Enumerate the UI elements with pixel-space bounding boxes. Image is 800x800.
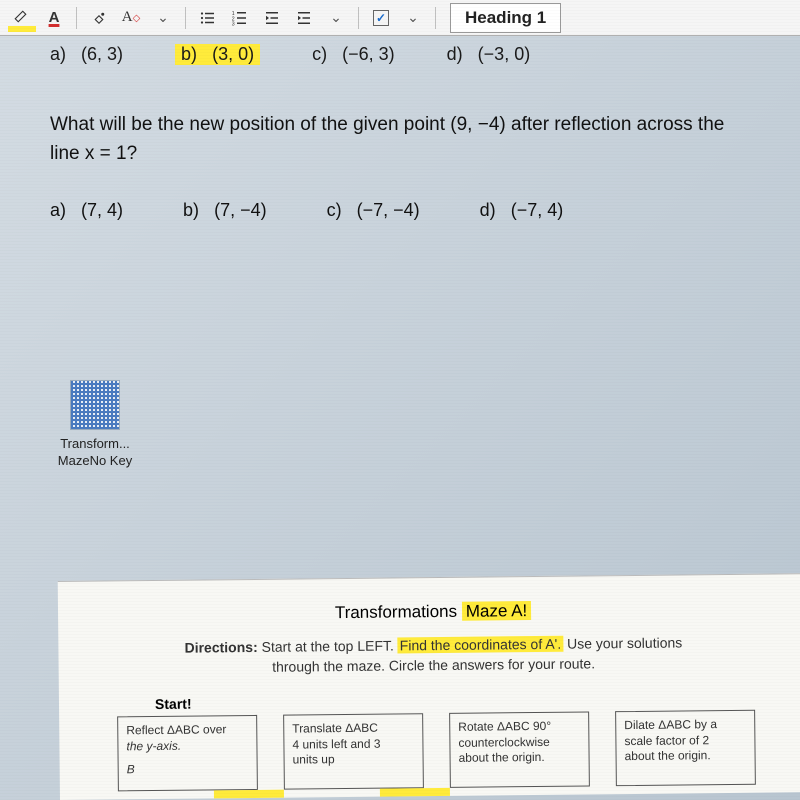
maze-title-highlight: Maze A!: [462, 601, 532, 621]
q2-answer-row: a) (7, 4) b) (7, −4) c) (−7, −4) d) (−7,…: [50, 200, 750, 221]
highlight-pen-icon[interactable]: [8, 4, 36, 32]
maze-box-line: Translate ΔABC: [292, 721, 414, 738]
maze-box-rotate: Rotate ΔABC 90° counterclockwise about t…: [449, 712, 590, 788]
maze-box-line: counterclockwise: [458, 734, 580, 751]
maze-box-dilate: Dilate ΔABC by a scale factor of 2 about…: [615, 710, 756, 786]
maze-directions: Directions: Start at the top LEFT. Find …: [76, 632, 790, 679]
q1-answer-b-highlighted: b) (3, 0): [175, 44, 260, 65]
toolbar: A A◇ ⌄ 123 ⌄ ✓ ⌄ Heading 1: [0, 0, 800, 36]
q2-answer-a: a) (7, 4): [50, 200, 123, 221]
chevron-down-icon[interactable]: ⌄: [399, 4, 427, 32]
answer-letter: c): [312, 44, 327, 64]
desktop-file-icon[interactable]: Transform... MazeNo Key: [40, 380, 150, 470]
file-label-line2: MazeNo Key: [40, 453, 150, 470]
chevron-down-icon[interactable]: ⌄: [149, 4, 177, 32]
answer-letter: a): [50, 200, 66, 220]
svg-text:3: 3: [232, 21, 235, 27]
q1-answer-c: c) (−6, 3): [312, 44, 395, 65]
checkbox-icon[interactable]: ✓: [367, 4, 395, 32]
answer-value: (−3, 0): [478, 44, 531, 64]
maze-title: Transformations Maze A!: [76, 598, 790, 625]
q2-answer-d: d) (−7, 4): [480, 200, 564, 221]
answer-letter: b): [183, 200, 199, 220]
clear-format-icon[interactable]: A◇: [117, 4, 145, 32]
separator: [358, 7, 359, 29]
answer-value: (3, 0): [212, 44, 254, 64]
q1-answer-d: d) (−3, 0): [447, 44, 531, 65]
directions-line2: through the maze. Circle the answers for…: [272, 655, 595, 674]
maze-box-line: Dilate ΔABC by a: [624, 717, 746, 734]
maze-box-translate: Translate ΔABC 4 units left and 3 units …: [283, 713, 424, 789]
q1-answer-row: a) (6, 3) b) (3, 0) c) (−6, 3) d) (−3, 0…: [50, 44, 750, 65]
maze-box-line: B: [127, 761, 249, 778]
maze-document: Transformations Maze A! Directions: Star…: [58, 573, 800, 800]
bullet-list-icon[interactable]: [194, 4, 222, 32]
separator: [185, 7, 186, 29]
answer-letter: d): [447, 44, 463, 64]
q1-answer-a: a) (6, 3): [50, 44, 123, 65]
answer-letter: c): [327, 200, 342, 220]
style-selector[interactable]: Heading 1: [450, 3, 561, 33]
maze-box-line: the y-axis.: [126, 738, 248, 755]
answer-value: (6, 3): [81, 44, 123, 64]
maze-box-line: Rotate ΔABC 90°: [458, 719, 580, 736]
chevron-down-icon[interactable]: ⌄: [322, 4, 350, 32]
connector-bar: [380, 788, 450, 797]
question-2-text: What will be the new position of the giv…: [50, 111, 750, 168]
file-label-line1: Transform...: [40, 436, 150, 453]
maze-box-line: 4 units left and 3: [292, 736, 414, 753]
answer-letter: d): [480, 200, 496, 220]
answer-value: (7, −4): [214, 200, 267, 220]
directions-label: Directions:: [184, 639, 257, 656]
document-content: a) (6, 3) b) (3, 0) c) (−6, 3) d) (−3, 0…: [0, 36, 800, 229]
maze-title-text: Transformations: [335, 602, 462, 622]
numbered-list-icon[interactable]: 123: [226, 4, 254, 32]
maze-box-line: about the origin.: [625, 748, 747, 765]
outdent-icon[interactable]: [258, 4, 286, 32]
maze-box-line: about the origin.: [459, 750, 581, 767]
directions-part2: Use your solutions: [563, 635, 682, 652]
q2-answer-c: c) (−7, −4): [327, 200, 420, 221]
answer-letter: b): [181, 44, 197, 64]
paint-icon[interactable]: [85, 4, 113, 32]
answer-value: (−7, 4): [511, 200, 564, 220]
answer-letter: a): [50, 44, 66, 64]
answer-value: (−6, 3): [342, 44, 395, 64]
maze-start-label: Start!: [155, 690, 791, 713]
maze-row: Reflect ΔABC over the y-axis. B Translat…: [77, 710, 792, 792]
font-color-icon[interactable]: A: [40, 4, 68, 32]
connector-bar: [214, 790, 284, 799]
indent-icon[interactable]: [290, 4, 318, 32]
separator: [76, 7, 77, 29]
directions-highlight: Find the coordinates of A'.: [398, 636, 564, 654]
q2-answer-b: b) (7, −4): [183, 200, 267, 221]
file-thumbnail-icon: [70, 380, 120, 430]
maze-box-reflect: Reflect ΔABC over the y-axis. B: [117, 715, 258, 791]
answer-value: (−7, −4): [357, 200, 420, 220]
maze-box-line: scale factor of 2: [624, 733, 746, 750]
directions-part1: Start at the top LEFT.: [258, 637, 398, 654]
answer-value: (7, 4): [81, 200, 123, 220]
separator: [435, 7, 436, 29]
maze-box-line: units up: [293, 752, 415, 769]
maze-box-line: Reflect ΔABC over: [126, 722, 248, 739]
